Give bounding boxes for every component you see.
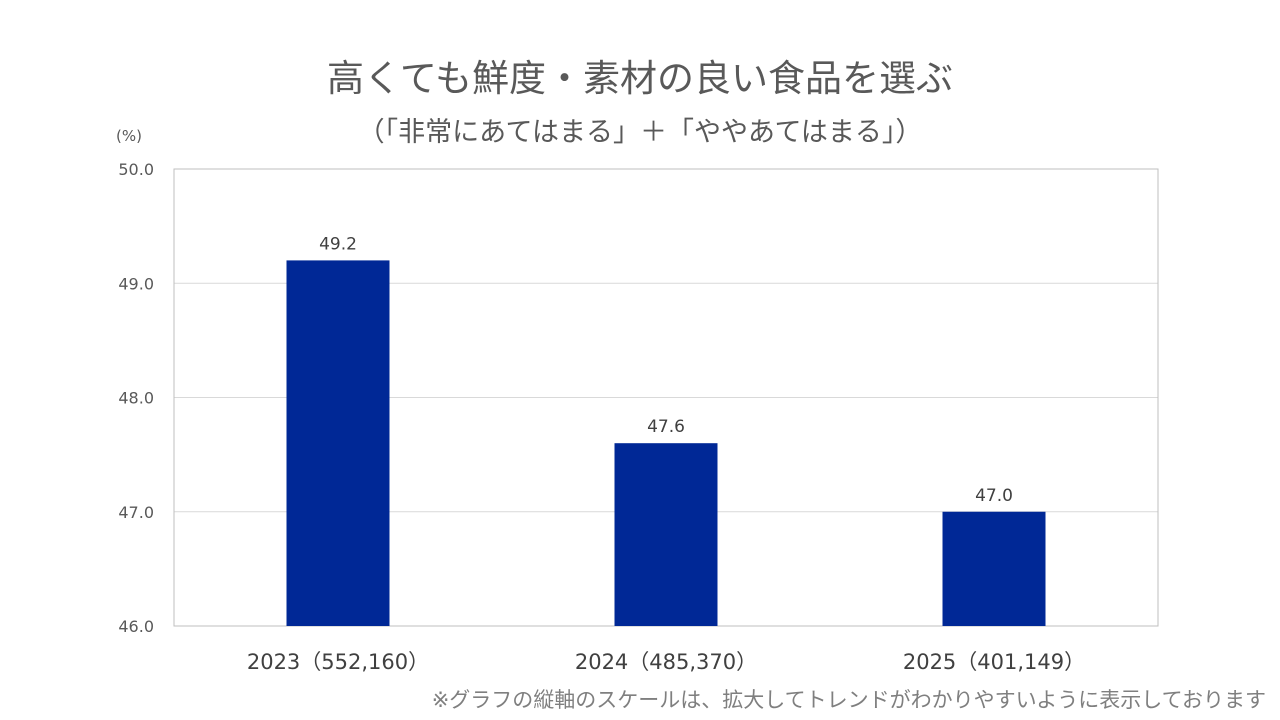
data-label: 47.6 xyxy=(647,417,685,437)
chart-subtitle: （「非常にあてはまる」＋「ややあてはまる」） xyxy=(357,117,923,148)
bar xyxy=(286,260,390,626)
y-axis-unit-label: (%) xyxy=(116,127,142,145)
data-label: 49.2 xyxy=(319,234,357,254)
category-label: 2024（485,370） xyxy=(575,650,757,674)
y-tick-label: 48.0 xyxy=(118,389,154,408)
category-label: 2023（552,160） xyxy=(247,650,429,674)
footnote: ※グラフの縦軸のスケールは、拡大してトレンドがわかりやすいように表示しております xyxy=(431,688,1266,712)
y-tick-label: 50.0 xyxy=(118,160,154,179)
bars xyxy=(286,260,1046,626)
bar xyxy=(614,443,718,626)
y-tick-label: 47.0 xyxy=(118,503,154,522)
chart-title: 高くても鮮度・素材の良い食品を選ぶ xyxy=(326,57,954,100)
data-label: 47.0 xyxy=(975,486,1013,506)
bar xyxy=(942,511,1046,626)
y-axis-tick-labels: 46.0 47.0 48.0 49.0 50.0 xyxy=(118,160,154,636)
data-labels: 49.2 47.6 47.0 xyxy=(319,234,1013,505)
x-axis-category-labels: 2023（552,160） 2024（485,370） 2025（401,149） xyxy=(247,650,1085,674)
category-label: 2025（401,149） xyxy=(903,650,1085,674)
y-tick-label: 49.0 xyxy=(118,274,154,293)
y-tick-label: 46.0 xyxy=(118,617,154,636)
